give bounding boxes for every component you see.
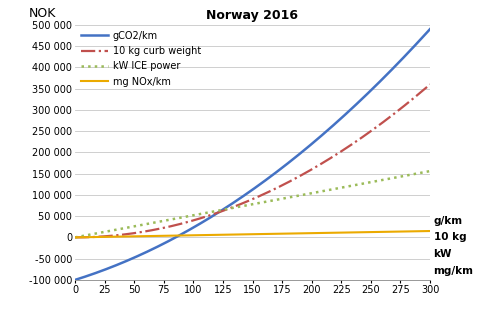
10 kg curb weight <box>208 213 214 217</box>
mg NOx/km <box>420 229 426 233</box>
mg NOx/km <box>208 233 214 237</box>
gCO2/km <box>224 205 230 209</box>
10 kg curb weight <box>72 235 78 239</box>
gCO2/km <box>208 215 214 219</box>
Text: 10 kg: 10 kg <box>434 232 466 242</box>
mg NOx/km <box>382 230 388 234</box>
kW ICE power <box>112 228 118 232</box>
Text: kW: kW <box>434 249 452 259</box>
kW ICE power <box>208 210 214 214</box>
kW ICE power <box>427 169 433 173</box>
10 kg curb weight <box>134 231 140 235</box>
mg NOx/km <box>134 234 140 238</box>
gCO2/km <box>112 264 118 267</box>
gCO2/km <box>420 35 426 39</box>
mg NOx/km <box>72 235 78 239</box>
mg NOx/km <box>224 233 230 237</box>
gCO2/km <box>72 278 78 282</box>
10 kg curb weight <box>224 208 230 211</box>
Line: gCO2/km: gCO2/km <box>75 29 430 280</box>
10 kg curb weight <box>112 234 118 237</box>
kW ICE power <box>382 178 388 181</box>
Line: 10 kg curb weight: 10 kg curb weight <box>75 84 430 237</box>
mg NOx/km <box>427 229 433 233</box>
Line: kW ICE power: kW ICE power <box>75 171 430 237</box>
kW ICE power <box>224 207 230 211</box>
kW ICE power <box>72 235 78 239</box>
10 kg curb weight <box>427 82 433 86</box>
10 kg curb weight <box>420 89 426 92</box>
gCO2/km <box>134 255 140 258</box>
mg NOx/km <box>112 235 118 239</box>
Line: mg NOx/km: mg NOx/km <box>75 231 430 237</box>
gCO2/km <box>382 75 388 79</box>
Text: NOK: NOK <box>29 7 56 20</box>
Title: Norway 2016: Norway 2016 <box>206 9 298 22</box>
10 kg curb weight <box>382 119 388 123</box>
gCO2/km <box>427 27 433 31</box>
Legend: gCO2/km, 10 kg curb weight, kW ICE power, mg NOx/km: gCO2/km, 10 kg curb weight, kW ICE power… <box>78 28 204 90</box>
Text: mg/km: mg/km <box>434 266 474 276</box>
kW ICE power <box>420 170 426 174</box>
Text: g/km: g/km <box>434 216 462 226</box>
kW ICE power <box>134 224 140 228</box>
